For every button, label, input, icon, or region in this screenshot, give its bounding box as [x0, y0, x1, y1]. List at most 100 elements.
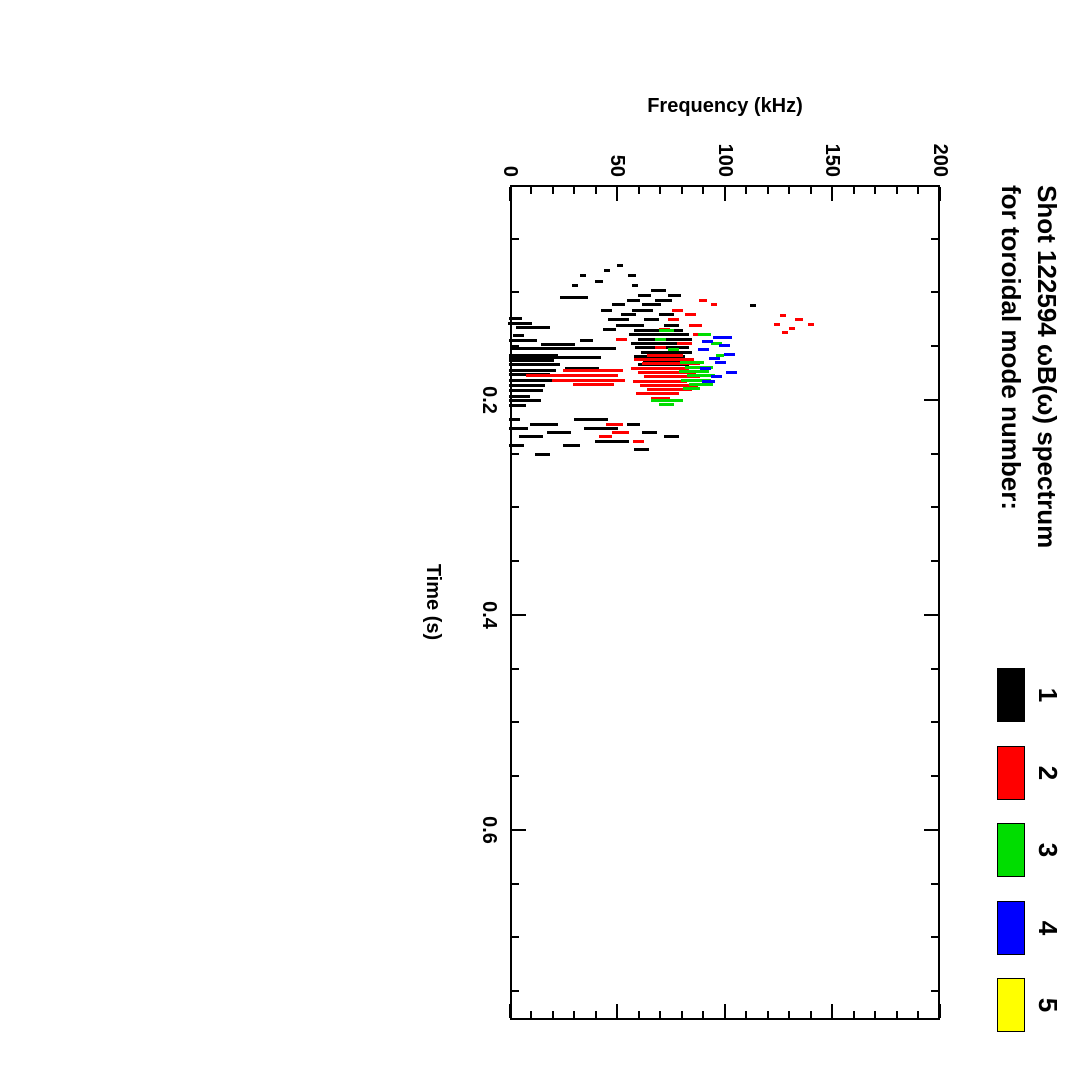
- time-tick: [931, 291, 938, 293]
- freq-tick: [896, 1011, 898, 1018]
- data-point-mode4: [702, 380, 715, 383]
- data-point-mode4: [709, 357, 720, 360]
- data-point-mode2: [647, 354, 683, 357]
- data-point-mode1: [509, 427, 528, 430]
- x-axis-label: Time (s): [422, 563, 444, 641]
- legend-swatch: [997, 978, 1025, 1032]
- freq-tick-label: 150: [821, 143, 843, 177]
- freq-tick: [745, 1011, 747, 1018]
- freq-tick-label: 50: [606, 154, 628, 177]
- data-point-mode4: [698, 348, 709, 351]
- data-point-mode4: [715, 361, 726, 364]
- data-point-mode2: [780, 314, 786, 317]
- data-point-mode4: [700, 367, 711, 370]
- data-point-mode1: [560, 296, 588, 299]
- freq-tick: [831, 187, 833, 201]
- time-tick: [512, 668, 519, 670]
- freq-tick: [552, 187, 554, 194]
- freq-tick: [616, 187, 618, 201]
- freq-tick: [788, 187, 790, 194]
- freq-tick: [681, 1011, 683, 1018]
- data-point-mode1: [612, 303, 625, 306]
- freq-tick: [638, 187, 640, 194]
- data-point-mode1: [509, 317, 522, 320]
- freq-tick: [939, 1004, 941, 1018]
- time-tick: [931, 345, 938, 347]
- data-point-mode1: [664, 435, 679, 438]
- data-point-mode1: [509, 363, 560, 366]
- data-point-mode3: [679, 370, 709, 373]
- time-tick: [931, 506, 938, 508]
- freq-tick: [659, 1011, 661, 1018]
- freq-tick: [530, 1011, 532, 1018]
- data-point-mode1: [644, 318, 659, 321]
- data-point-mode2: [526, 374, 618, 377]
- data-point-mode1: [595, 280, 603, 283]
- freq-tick: [573, 187, 575, 194]
- data-point-mode3: [698, 333, 711, 336]
- time-tick: [512, 775, 519, 777]
- freq-tick: [917, 187, 919, 194]
- data-point-mode1: [535, 453, 550, 456]
- data-point-mode2: [795, 318, 803, 321]
- data-point-mode1: [584, 427, 618, 430]
- data-point-mode2: [808, 323, 814, 326]
- data-point-mode2: [774, 323, 780, 326]
- freq-tick: [917, 1011, 919, 1018]
- data-point-mode1: [638, 294, 651, 297]
- time-tick: [512, 453, 519, 455]
- freq-tick: [874, 1011, 876, 1018]
- freq-tick: [831, 1004, 833, 1018]
- data-point-mode2: [606, 423, 623, 426]
- time-tick: [512, 829, 526, 831]
- data-point-mode1: [595, 440, 629, 443]
- data-point-mode3: [655, 338, 666, 341]
- data-point-mode1: [603, 328, 616, 331]
- data-point-mode1: [516, 326, 550, 329]
- data-point-mode1: [651, 289, 666, 292]
- legend-label: 1: [1033, 687, 1063, 703]
- data-point-mode1: [621, 313, 636, 316]
- legend-label: 3: [1033, 842, 1063, 858]
- freq-tick: [702, 1011, 704, 1018]
- time-tick: [931, 453, 938, 455]
- data-point-mode1: [513, 334, 524, 337]
- freq-tick: [853, 187, 855, 194]
- data-point-mode1: [509, 444, 524, 447]
- data-point-mode1: [509, 399, 541, 402]
- freq-tick: [638, 1011, 640, 1018]
- data-point-mode1: [509, 395, 530, 398]
- legend-swatch: [997, 668, 1025, 722]
- freq-tick: [788, 1011, 790, 1018]
- freq-tick: [573, 1011, 575, 1018]
- freq-tick-label: 100: [714, 143, 736, 177]
- data-point-mode1: [509, 379, 558, 382]
- data-point-mode1: [574, 418, 608, 421]
- data-point-mode1: [509, 404, 526, 407]
- time-tick: [931, 668, 938, 670]
- data-point-mode2: [685, 313, 696, 316]
- data-point-mode2: [668, 318, 679, 321]
- time-tick-label: 0.6: [478, 816, 500, 844]
- time-tick: [931, 560, 938, 562]
- time-tick: [931, 775, 938, 777]
- data-point-mode3: [659, 329, 674, 332]
- freq-tick: [724, 1004, 726, 1018]
- data-point-mode2: [689, 324, 702, 327]
- data-point-mode4: [713, 336, 732, 339]
- freq-tick: [896, 187, 898, 194]
- plot-area: [510, 185, 940, 1020]
- data-point-mode2: [612, 431, 629, 434]
- data-point-mode1: [659, 313, 674, 316]
- data-point-mode1: [642, 303, 661, 306]
- data-point-mode1: [634, 448, 649, 451]
- data-point-mode1: [627, 299, 640, 302]
- freq-tick-label: 0: [499, 165, 521, 177]
- time-tick: [512, 614, 526, 616]
- time-tick: [931, 990, 938, 992]
- data-point-mode1: [655, 299, 672, 302]
- freq-tick: [616, 1004, 618, 1018]
- legend-swatch: [997, 823, 1025, 877]
- data-point-mode4: [702, 340, 713, 343]
